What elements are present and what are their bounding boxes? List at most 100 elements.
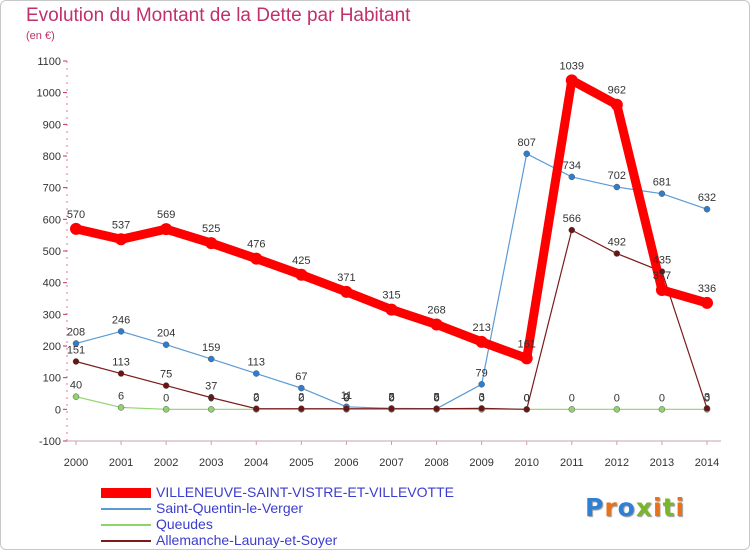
data-point bbox=[658, 268, 666, 275]
data-point bbox=[343, 405, 350, 412]
data-label: 0 bbox=[479, 392, 485, 404]
data-label: 0 bbox=[253, 392, 259, 404]
logo-letter: x bbox=[635, 493, 653, 522]
legend-label: Allemanche-Launay-et-Soyer bbox=[156, 532, 338, 548]
y-tick-label: 600 bbox=[43, 214, 61, 226]
data-label: 204 bbox=[157, 328, 175, 340]
data-point bbox=[433, 405, 440, 412]
data-label: 246 bbox=[112, 314, 130, 326]
data-point bbox=[298, 384, 305, 392]
data-label: 37 bbox=[205, 381, 217, 393]
data-point bbox=[205, 237, 218, 250]
data-label: 3 bbox=[704, 391, 710, 403]
data-point bbox=[340, 285, 353, 298]
x-tick-label: 2005 bbox=[289, 457, 313, 469]
data-point bbox=[385, 303, 398, 316]
data-label: 0 bbox=[434, 392, 440, 404]
data-point bbox=[703, 405, 711, 412]
data-label: 208 bbox=[67, 326, 85, 338]
data-point bbox=[565, 74, 578, 87]
data-point bbox=[253, 405, 260, 412]
data-label: 377 bbox=[653, 270, 671, 282]
series-line-4 bbox=[75, 229, 708, 410]
data-point bbox=[520, 352, 533, 365]
data-point bbox=[658, 406, 666, 413]
y-tick-label: 300 bbox=[43, 309, 61, 321]
legend-label: Queudes bbox=[156, 516, 213, 532]
data-label: 2 bbox=[298, 392, 304, 404]
data-point bbox=[568, 406, 576, 413]
x-tick-label: 2011 bbox=[560, 457, 584, 469]
y-tick-label: 800 bbox=[43, 151, 61, 163]
data-label: 5 bbox=[434, 392, 440, 404]
logo-letter: r bbox=[604, 493, 618, 522]
data-label: 962 bbox=[608, 85, 626, 97]
y-tick-label: 700 bbox=[43, 183, 61, 195]
data-point bbox=[250, 252, 263, 265]
data-label: 0 bbox=[614, 392, 620, 404]
data-label: 315 bbox=[382, 290, 400, 302]
data-label: 566 bbox=[563, 213, 581, 225]
data-label: 159 bbox=[202, 342, 220, 354]
data-label: 371 bbox=[337, 272, 355, 284]
unit-label: (en €) bbox=[26, 30, 55, 42]
data-label: 425 bbox=[292, 255, 310, 267]
data-label: 0 bbox=[298, 392, 304, 404]
data-label: 336 bbox=[698, 283, 716, 295]
data-point bbox=[478, 405, 485, 412]
data-label: 75 bbox=[160, 369, 172, 381]
data-point bbox=[523, 150, 530, 158]
x-tick-label: 2012 bbox=[605, 457, 629, 469]
x-tick-label: 2014 bbox=[695, 457, 719, 469]
legend-label: VILLENEUVE-SAINT-VISTRE-ET-VILLEVOTTE bbox=[156, 484, 454, 500]
data-label: 492 bbox=[608, 237, 626, 249]
data-label: 5 bbox=[388, 391, 394, 403]
data-label: 0 bbox=[343, 392, 349, 404]
data-point bbox=[658, 190, 666, 197]
data-label: 476 bbox=[247, 239, 265, 251]
data-point bbox=[430, 318, 443, 331]
data-label: 435 bbox=[653, 255, 671, 267]
data-label: 2 bbox=[434, 392, 440, 404]
logo-letter: P bbox=[585, 493, 605, 522]
data-label: 11 bbox=[341, 390, 352, 402]
data-label: 2 bbox=[343, 392, 349, 404]
y-tick-label: 100 bbox=[43, 373, 61, 385]
data-point bbox=[162, 382, 170, 389]
data-label: 213 bbox=[472, 322, 490, 334]
data-point bbox=[610, 98, 623, 111]
data-label: 113 bbox=[112, 357, 130, 369]
data-point bbox=[523, 406, 530, 413]
data-point bbox=[162, 406, 170, 413]
data-label: 807 bbox=[518, 137, 536, 149]
data-point bbox=[117, 328, 125, 335]
x-tick-label: 2009 bbox=[469, 457, 493, 469]
data-label: 0 bbox=[524, 392, 530, 404]
data-point bbox=[568, 173, 576, 181]
data-point bbox=[568, 226, 576, 234]
data-label: 161 bbox=[518, 338, 536, 350]
y-tick-label: -100 bbox=[39, 436, 61, 448]
data-label: 151 bbox=[67, 345, 85, 357]
data-point bbox=[701, 296, 713, 309]
data-label: 0 bbox=[208, 392, 214, 404]
logo-letter: o bbox=[617, 493, 636, 522]
x-tick-label: 2010 bbox=[514, 457, 538, 469]
y-tick-label: 0 bbox=[55, 404, 61, 416]
data-point bbox=[72, 340, 80, 347]
y-tick-label: 900 bbox=[43, 119, 61, 131]
data-point bbox=[613, 183, 621, 191]
y-tick-label: 200 bbox=[43, 341, 61, 353]
data-label: 569 bbox=[157, 209, 175, 221]
legend-label: Saint-Quentin-le-Verger bbox=[156, 500, 304, 516]
logo-letter: i bbox=[653, 493, 663, 522]
legend-swatch bbox=[101, 508, 151, 510]
data-point bbox=[295, 268, 308, 281]
data-label: 632 bbox=[698, 192, 716, 204]
legend-swatch bbox=[101, 488, 151, 498]
data-label: 570 bbox=[67, 209, 85, 221]
legend-swatch bbox=[101, 524, 151, 526]
